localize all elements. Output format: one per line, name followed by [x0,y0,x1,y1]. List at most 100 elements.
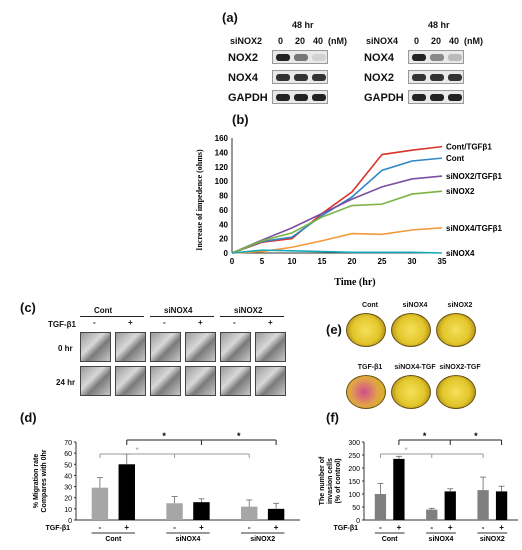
treatment-sign-4: - [482,523,485,532]
y-tick-label: 200 [348,466,360,473]
scratch-image [185,332,216,362]
scratch-group-rule [220,316,284,317]
scratch-row-1: 24 hr [56,378,76,387]
bar-2 [166,503,183,520]
series-label-3: siNOX2 [446,187,475,196]
scratch-image [115,332,146,362]
y-tick-label: 60 [64,451,72,458]
sig-star-0: * [162,431,166,441]
sig-star-low: * [136,446,139,455]
blot-right-row-0: NOX4 [364,52,394,64]
series-line-0 [231,145,443,254]
y-tick-label: 20 [64,496,72,503]
blot-left-row-1: NOX4 [228,72,258,84]
y-tick-label: 20 [219,235,228,244]
series-label-4: siNOX4/TGFβ1 [446,224,503,233]
series-label-0: Cont/TGFβ1 [446,143,492,152]
treatment-sign-4: - [248,523,251,532]
y-tick-label: 100 [215,177,229,186]
scratch-image [185,366,216,396]
blot-left-strip-1 [272,70,328,84]
scratch-sign: + [268,318,273,327]
sig-star-1: * [474,431,478,441]
sig-star-0: * [423,431,427,441]
y-tick-label: 250 [348,453,360,460]
group-label-2: siNOX2 [480,536,505,543]
scratch-image [80,366,111,396]
invasion-image-label-bottom-1: siNOX4-TGF [394,364,436,371]
y-tick-label: 80 [219,192,228,201]
scratch-image [220,366,251,396]
scratch-sign: - [163,318,166,327]
y-tick-label: 0 [224,249,229,258]
scratch-group-label-1: siNOX4 [164,306,193,315]
blot-left-dose-2: 40 [313,36,324,46]
panel-label-b: (b) [232,112,249,127]
series-line-5 [231,249,443,254]
bar-chart-ylabel: % Migration rateCompares with 0hr [33,449,48,512]
invasion-dish-image [346,313,386,347]
scratch-treatment-label: TGF-β1 [48,320,76,329]
invasion-dish-image [436,313,476,347]
y-tick-label: 160 [215,134,229,143]
bar-chart-ylabel: The number ofinvasion cells(% of control… [319,456,342,505]
x-tick-label: 5 [260,257,265,266]
group-label-1: siNOX4 [429,536,454,543]
line-chart-xlabel: Time (hr) [334,277,375,288]
treatment-label: TGF-β1 [334,525,359,532]
scratch-group-label-0: Cont [94,306,113,315]
bar-3 [193,502,210,520]
y-tick-label: 100 [348,492,360,499]
group-label-0: Cont [105,536,122,543]
blot-left-dose-1: 20 [295,36,306,46]
x-tick-label: 30 [408,257,417,266]
blot-right-strip-0 [408,50,464,64]
series-label-1: Cont [446,154,465,163]
sig-star-1: * [237,431,241,441]
treatment-sign-2: - [430,523,433,532]
group-label-0: Cont [382,536,399,543]
scratch-group-label-2: siNOX2 [234,306,263,315]
y-tick-label: 50 [64,462,72,469]
x-tick-label: 15 [318,257,327,266]
y-tick-label: 150 [348,479,360,486]
panel-label-c: (c) [20,300,36,315]
scratch-image [150,366,181,396]
y-tick-label: 300 [348,440,360,447]
y-tick-label: 120 [215,163,229,172]
scratch-image [255,366,286,396]
invasion-dish-image [346,375,386,409]
bar-0 [374,494,387,520]
sig-star-low: * [405,446,408,455]
y-tick-label: 60 [219,206,228,215]
y-tick-label: 70 [64,440,72,447]
x-tick-label: 25 [378,257,387,266]
blot-left-treatment: siNOX2 [230,36,263,46]
series-line-2 [231,175,443,254]
blot-right-unit: (nM) [464,36,483,46]
blot-right-row-2: GAPDH [364,92,404,104]
impedance-line-chart: Increase of impedence (ohms) Time (hr) 0… [195,134,503,288]
invasion-image-label-bottom-2: siNOX2-TGF [439,364,481,371]
treatment-sign-5: + [499,523,504,532]
treatment-sign-0: - [99,523,102,532]
y-tick-label: 10 [64,507,72,514]
treatment-sign-1: + [124,523,129,532]
scratch-sign: + [198,318,203,327]
blot-right-time: 48 hr [428,20,450,30]
treatment-sign-2: - [173,523,176,532]
y-tick-label: 50 [352,505,360,512]
y-tick-label: 40 [64,473,72,480]
blot-right-strip-1 [408,70,464,84]
migration-bar-chart: 0 10 20 30 40 50 60 70 % Migration rateCompares … [33,431,300,543]
series-line-3 [231,190,443,254]
y-tick-label: 30 [64,485,72,492]
treatment-sign-3: + [199,523,204,532]
blot-left-unit: (nM) [328,36,347,46]
bar-5 [495,491,508,520]
y-tick-label: 0 [356,518,360,525]
bar-5 [267,508,285,520]
blot-left-dose-0: 0 [278,36,284,46]
line-chart-ylabel: Increase of impedence (ohms) [195,149,204,251]
blot-left-strip-2 [272,90,328,104]
